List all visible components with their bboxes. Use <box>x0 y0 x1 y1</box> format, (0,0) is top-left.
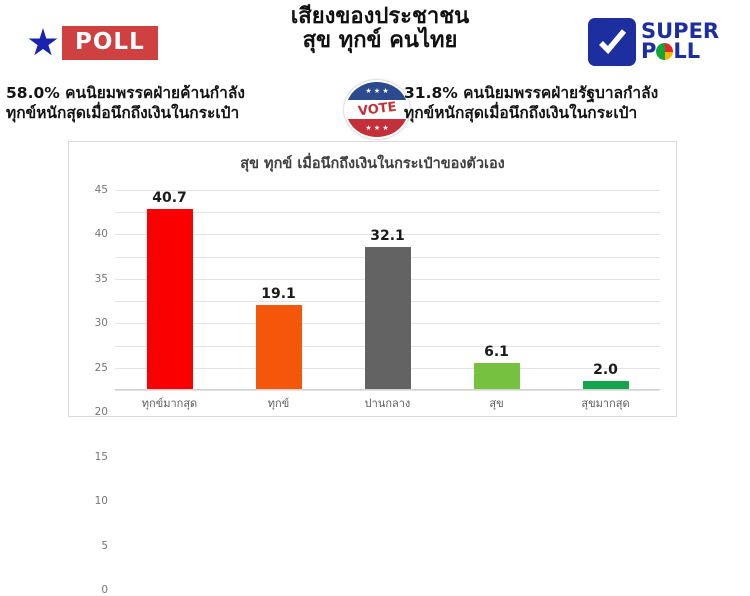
poll-word: P LL <box>641 39 719 63</box>
chart-container: สุข ทุกข์ เมื่อนึกถึงเงินในกระเป๋าของตัว… <box>68 141 677 596</box>
chart-x-tick-labels: ทุกข์มากสุด ทุกข์ ปานกลาง สุข สุขมากสุด <box>115 394 660 412</box>
x-tick-label: ทุกข์มากสุด <box>141 397 198 410</box>
vote-badge-icon: ★ ★ ★ ★ ★ ★ VOTE <box>344 80 410 139</box>
y-tick-label: 30 <box>94 317 108 330</box>
check-icon <box>588 18 636 66</box>
chart-bars: 40.7 19.1 32.1 6.1 2.0 <box>115 190 660 390</box>
subtitle-left: 58.0% คนนิยมพรรคฝ่ายค้านกำลัง ทุกข์หนักส… <box>6 84 346 124</box>
vote-badge-stars-top: ★ ★ ★ <box>365 87 389 95</box>
bar-value-label: 32.1 <box>370 228 405 245</box>
chart-plot-area: 45 40 35 30 25 20 15 10 5 0 40.7 19.1 32.1 6.1 2.0 <box>95 184 660 596</box>
bar-value-label: 40.7 <box>152 190 187 207</box>
super-poll-wordmark: SUPER P LL <box>641 19 720 63</box>
poll-word-post: LL <box>673 39 701 63</box>
bar: 2.0 <box>582 362 629 390</box>
bar-cell: 2.0 <box>551 190 660 390</box>
x-tick-label: สุขมากสุด <box>581 397 630 410</box>
page-title: เสียงของประชาชน สุข ทุกข์ คนไทย <box>230 5 530 53</box>
bar: 6.1 <box>473 344 520 390</box>
vote-badge-label: VOTE <box>356 99 398 120</box>
poll-word-pre: P <box>641 39 657 63</box>
gridline: 45 <box>95 184 660 196</box>
y-tick-label: 5 <box>101 539 108 552</box>
x-tick-label: ทุกข์ <box>267 397 290 410</box>
gridline: 0 <box>101 390 660 596</box>
bar: 32.1 <box>364 228 411 390</box>
bar-cell: 19.1 <box>224 190 333 390</box>
bar: 19.1 <box>255 286 302 390</box>
bar-value-label: 6.1 <box>484 343 509 360</box>
bar: 40.7 <box>146 190 193 390</box>
x-tick-label: สุข <box>489 397 504 410</box>
vote-badge-bottom <box>346 116 408 137</box>
subtitle-left-line2: ทุกข์หนักสุดเมื่อนึกถึงเงินในกระเป๋า <box>6 103 240 122</box>
header: POLL เสียงของประชาชน สุข ทุกข์ คนไทย SUP… <box>0 0 750 80</box>
y-tick-label: 35 <box>94 272 108 285</box>
subtitle-right-line1: 31.8% คนนิยมพรรคฝ่ายรัฐบาลกำลัง <box>404 84 659 102</box>
subtitle-right-line2: ทุกข์หนักสุดเมื่อนึกถึงเงินในกระเป๋า <box>404 103 638 122</box>
subtitle-right: 31.8% คนนิยมพรรคฝ่ายรัฐบาลกำลัง ทุกข์หนั… <box>404 84 748 124</box>
page-title-line2: สุข ทุกข์ คนไทย <box>302 27 458 53</box>
y-tick-label: 15 <box>94 450 108 463</box>
check-icon-svg <box>599 29 627 55</box>
super-poll-logo: SUPER P LL <box>588 18 719 66</box>
bar-cell: 6.1 <box>442 190 551 390</box>
y-tick-label: 40 <box>94 228 108 241</box>
x-tick-label: ปานกลาง <box>364 397 411 410</box>
poll-logo-label: POLL <box>62 26 158 60</box>
vote-badge-band: VOTE <box>346 100 408 119</box>
bar-cell: 32.1 <box>333 190 442 390</box>
subtitle-left-line1: 58.0% คนนิยมพรรคฝ่ายค้านกำลัง <box>6 84 245 102</box>
bar-value-label: 2.0 <box>593 362 618 379</box>
gridline: 40 <box>95 212 660 240</box>
chart-x-axis <box>115 389 660 390</box>
y-tick-label: 45 <box>94 184 108 196</box>
star-icon <box>28 28 58 56</box>
y-tick-label: 20 <box>94 406 108 419</box>
super-word: SUPER <box>641 19 720 44</box>
bar-value-label: 19.1 <box>261 286 296 303</box>
chart-title: สุข ทุกข์ เมื่อนึกถึงเงินในกระเป๋าของตัว… <box>240 156 505 172</box>
y-tick-label: 25 <box>94 361 108 374</box>
poll-logo: POLL <box>28 26 158 60</box>
vote-badge-top <box>346 82 408 103</box>
gridline: 35 <box>95 234 660 285</box>
y-tick-label: 0 <box>101 584 108 596</box>
pie-circle-icon <box>656 43 674 61</box>
page-title-line1: เสียงของประชาชน <box>290 4 470 29</box>
y-tick-label: 10 <box>94 495 108 508</box>
bar-cell: 40.7 <box>115 190 224 390</box>
vote-badge-stars-bottom: ★ ★ ★ <box>365 124 389 132</box>
